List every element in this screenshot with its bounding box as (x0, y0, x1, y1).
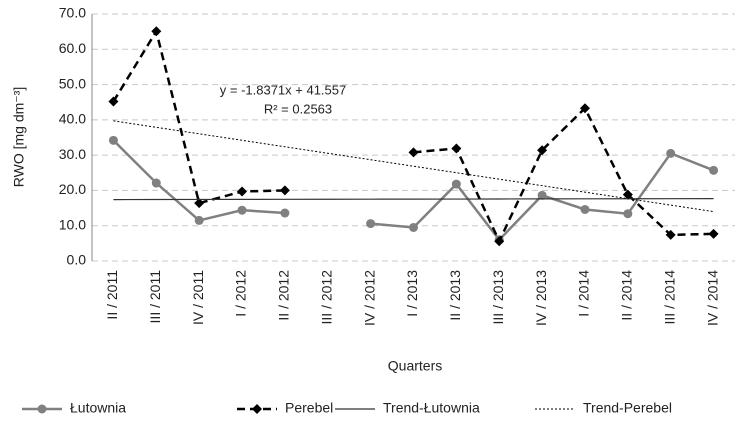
x-tick-label: III / 2011 (147, 270, 163, 324)
y-tick-label: 70.0 (59, 5, 86, 21)
y-axis-label: RWO [mg dm⁻³] (11, 87, 27, 187)
point (237, 186, 248, 197)
x-tick-label: I / 2014 (576, 270, 592, 317)
point (408, 147, 419, 158)
y-tick-label: 10.0 (59, 216, 86, 232)
legend-marker (37, 404, 47, 414)
point (237, 205, 247, 215)
x-axis-label: Quarters (388, 358, 442, 374)
point (580, 204, 590, 214)
point (194, 198, 205, 209)
point (151, 178, 161, 188)
point (622, 189, 633, 200)
point (194, 215, 204, 225)
x-tick-label: I / 2012 (233, 270, 249, 317)
trend-equation: y = -1.8371x + 41.557 (220, 82, 346, 97)
point (366, 219, 376, 229)
point (666, 148, 676, 158)
y-tick-label: 0.0 (67, 252, 87, 268)
series-line (113, 198, 714, 201)
legend-marker (252, 404, 262, 414)
point (108, 96, 119, 107)
x-tick-label: IV / 2011 (190, 270, 206, 325)
legend-label: Trend-Łutownia (383, 400, 480, 416)
x-tick-label: II / 2012 (276, 270, 292, 321)
x-tick-label: III / 2014 (661, 270, 677, 325)
point (451, 143, 462, 154)
x-tick-label: II / 2013 (447, 270, 463, 321)
point (409, 222, 418, 232)
point (537, 190, 547, 200)
x-tick-label: II / 2011 (104, 270, 120, 320)
x-tick-label: III / 2013 (490, 270, 506, 325)
point (451, 179, 461, 189)
r-squared: R² = 0.2563 (264, 101, 332, 116)
point (108, 135, 118, 145)
legend-label: Perebel (285, 400, 333, 416)
point (151, 26, 162, 37)
legend-label: Łutownia (70, 400, 126, 416)
series-line (112, 28, 714, 245)
point (665, 229, 676, 240)
y-tick-label: 40.0 (59, 111, 86, 127)
legend-label: Trend-Perebel (583, 400, 672, 416)
point (537, 145, 548, 156)
x-tick-label: IV / 2012 (361, 270, 377, 326)
y-tick-label: 20.0 (59, 181, 86, 197)
series-line (113, 120, 714, 213)
point (579, 103, 590, 114)
y-tick-label: 30.0 (59, 146, 86, 162)
point (280, 208, 290, 218)
x-tick-label: IV / 2014 (704, 270, 720, 326)
x-tick-label: III / 2012 (318, 270, 334, 325)
point (279, 185, 290, 196)
point (709, 165, 719, 175)
y-tick-label: 60.0 (59, 40, 86, 56)
point (708, 228, 719, 239)
y-tick-label: 50.0 (59, 75, 86, 91)
x-tick-label: IV / 2013 (533, 270, 549, 326)
point (623, 209, 633, 219)
point (494, 236, 505, 247)
x-tick-label: I / 2013 (404, 270, 420, 317)
x-tick-label: II / 2014 (619, 270, 635, 321)
